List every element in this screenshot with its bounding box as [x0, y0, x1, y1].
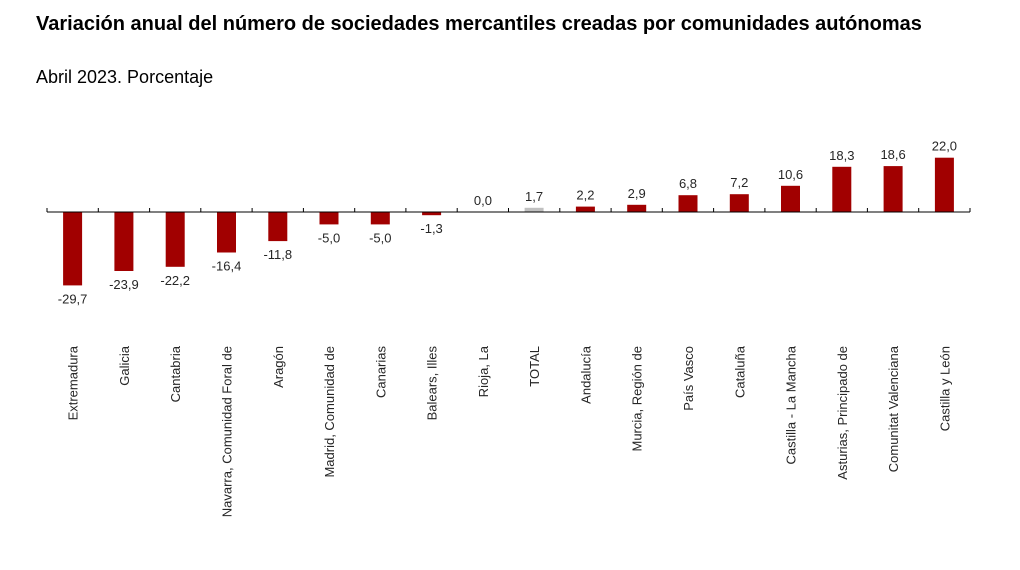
bar-17	[934, 157, 954, 212]
data-label-15: 18,3	[829, 148, 854, 163]
category-label-5: Madrid, Comunidad de	[322, 346, 337, 478]
data-label-6: -5,0	[369, 230, 391, 245]
category-label-13: Cataluña	[732, 345, 747, 398]
bar-16	[883, 166, 903, 212]
data-label-12: 6,8	[679, 176, 697, 191]
data-label-14: 10,6	[778, 167, 803, 182]
bar-2	[165, 212, 185, 267]
category-label-3: Navarra, Comunidad Foral de	[220, 346, 235, 517]
data-label-2: -22,2	[160, 273, 190, 288]
data-label-8: 0,0	[474, 193, 492, 208]
chart-subtitle: Abril 2023. Porcentaje	[36, 67, 214, 87]
chart-title: Variación anual del número de sociedades…	[36, 13, 922, 35]
data-label-0: -29,7	[58, 291, 88, 306]
bar-13	[729, 194, 749, 212]
data-label-5: -5,0	[318, 230, 340, 245]
x-axis	[46, 208, 971, 213]
category-label-0: Extremadura	[66, 345, 81, 420]
bar-12	[678, 195, 698, 212]
category-label-14: Castilla - La Mancha	[784, 345, 799, 464]
bar-15	[832, 166, 852, 212]
category-label-17: Castilla y León	[937, 346, 952, 431]
category-label-16: Comunitat Valenciana	[886, 345, 901, 472]
bar-11	[627, 204, 647, 212]
data-label-7: -1,3	[420, 221, 442, 236]
bar-14	[781, 185, 800, 212]
category-label-12: País Vasco	[681, 346, 696, 411]
bar-4	[268, 212, 288, 242]
data-label-11: 2,9	[628, 186, 646, 201]
bar-6	[370, 212, 390, 225]
data-label-16: 18,6	[880, 147, 905, 162]
bar-0	[63, 212, 83, 286]
bar-9	[524, 207, 544, 212]
data-label-9: 1,7	[525, 189, 543, 204]
data-label-13: 7,2	[730, 175, 748, 190]
category-label-8: Rioja, La	[476, 345, 491, 397]
data-label-10: 2,2	[576, 188, 594, 203]
data-label-17: 22,0	[932, 139, 957, 154]
category-label-9: TOTAL	[527, 346, 542, 387]
data-label-1: -23,9	[109, 277, 139, 292]
bar-5	[319, 212, 339, 225]
bar-10	[575, 206, 595, 212]
category-labels-group: Extremadura Galicia Cantabria Navarra, Comu…	[66, 345, 953, 517]
bar-3	[217, 212, 236, 253]
category-label-6: Canarias	[373, 346, 388, 399]
category-label-10: Andalucía	[578, 345, 593, 404]
bars-group	[63, 157, 954, 286]
category-label-7: Balears, Illes	[425, 346, 440, 421]
category-label-1: Galicia	[117, 345, 132, 386]
data-label-3: -16,4	[212, 259, 242, 274]
bar-7	[422, 212, 442, 216]
data-labels-group: -29,7 -23,9 -22,2 -16,4 -11,8 -5,0 -5,0 -1,3 0,0…	[58, 139, 957, 307]
data-label-4: -11,8	[263, 247, 292, 262]
category-label-2: Cantabria	[168, 345, 183, 402]
category-label-4: Aragón	[271, 346, 286, 388]
bar-1	[114, 212, 134, 271]
category-label-11: Murcia, Región de	[630, 346, 645, 452]
category-label-15: Asturias, Principado de	[835, 346, 850, 480]
